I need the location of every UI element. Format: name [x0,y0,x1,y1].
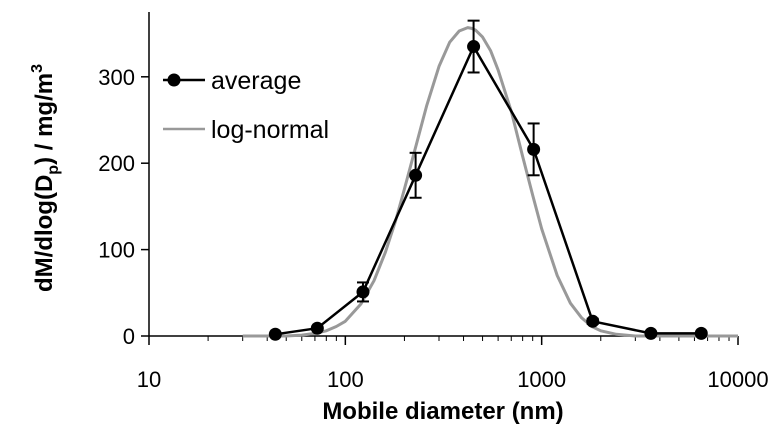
y-axis-title: dM/dlog(Dp) / mg/m3 [29,64,62,292]
y-axis-title-main: dM/dlog(D [31,175,58,292]
legend-label-average: average [211,67,301,95]
legend: average log-normal [163,67,329,144]
y-tick-label: 0 [123,324,135,349]
legend-label-lognormal: log-normal [211,116,329,144]
data-point [467,40,481,54]
data-point [644,326,658,340]
y-tick-label: 300 [98,65,135,90]
legend-marker-average [167,73,181,87]
data-point [586,314,600,328]
y-ticks: 0 100 200 300 [98,65,149,349]
y-tick-label: 200 [98,151,135,176]
data-point [527,142,541,156]
x-ticks: 10 100 1000 10000 [137,336,769,392]
data-point [310,321,324,335]
x-tick-label: 1000 [517,367,566,392]
y-axis-title-sup: 3 [29,64,46,73]
y-tick-label: 100 [98,238,135,263]
data-point [268,327,282,341]
data-point [409,168,423,182]
y-axis-title-tail: ) / mg/m [31,73,58,165]
average-series [268,19,708,341]
legend-item-average: average [163,67,301,95]
lognormal-series [242,26,738,338]
plot-area: 10 100 1000 10000 0 100 200 300 [98,12,769,392]
data-point [694,326,708,340]
lognormal-line [242,26,738,338]
average-line [275,45,702,336]
data-point [356,285,370,299]
x-tick-label: 10 [137,367,161,392]
x-axis-title: Mobile diameter (nm) [322,398,563,425]
x-tick-label: 100 [327,367,364,392]
legend-item-lognormal: log-normal [163,116,329,144]
y-axis-title-sub: p [45,165,62,175]
x-tick-label: 10000 [707,367,768,392]
